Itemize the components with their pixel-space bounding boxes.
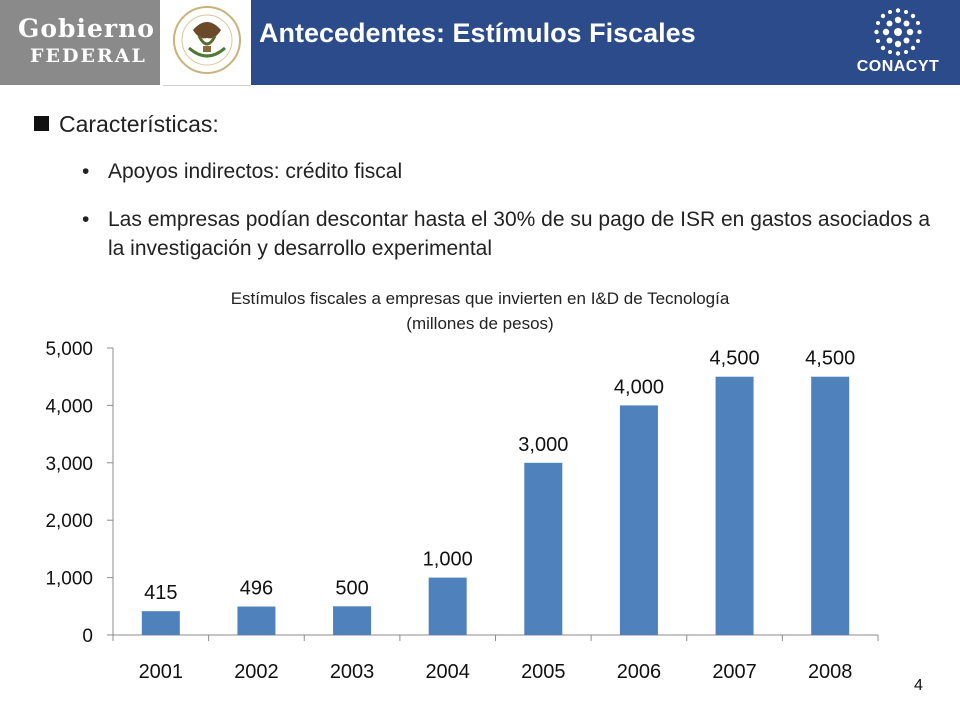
x-tick-label: 2002: [234, 661, 279, 683]
data-label: 3,000: [518, 434, 568, 456]
bullet-dot-icon: •: [82, 208, 90, 231]
y-tick-label: 5,000: [45, 339, 93, 360]
data-label: 4,000: [614, 376, 664, 398]
title-bar: Antecedentes: Estímulos Fiscales: [251, 0, 960, 85]
bar: [524, 462, 563, 635]
bar: [237, 606, 276, 635]
sub-bullet-1-text: Apoyos indirectos: crédito fiscal: [108, 160, 403, 183]
conacyt-logo: CONACYT: [848, 8, 948, 80]
header: Gobierno FEDERAL Antecedentes: Estímulos…: [0, 0, 960, 86]
data-label: 415: [144, 582, 177, 604]
x-tick-label: 2003: [330, 661, 375, 683]
x-tick-label: 2004: [425, 661, 470, 683]
eagle-seal-icon: [173, 6, 241, 74]
x-tick-label: 2008: [808, 661, 853, 683]
data-label: 1,000: [423, 549, 473, 571]
slide-title: Antecedentes: Estímulos Fiscales: [259, 18, 696, 48]
bar: [333, 606, 372, 635]
chart-title: Estímulos fiscales a empresas que invier…: [230, 289, 730, 308]
conacyt-emblem-icon: [874, 8, 922, 56]
sub-bullet-1: • Apoyos indirectos: crédito fiscal: [82, 157, 403, 186]
sub-bullet-2: • Las empresas podían descontar hasta el…: [82, 205, 930, 263]
square-bullet-icon: [34, 116, 49, 131]
x-tick-label: 2007: [712, 661, 757, 683]
bar: [428, 577, 467, 635]
y-tick-label: 4,000: [45, 396, 93, 417]
y-tick-label: 1,000: [45, 569, 93, 590]
chart-subtitle: (millones de pesos): [406, 314, 554, 333]
bar: [715, 376, 754, 635]
logo-line-1: Gobierno: [18, 14, 155, 43]
y-tick-label: 2,000: [45, 511, 93, 532]
data-label: 4,500: [805, 348, 855, 370]
data-label: 500: [335, 577, 368, 599]
data-label: 496: [240, 578, 273, 600]
logo-line-2: FEDERAL: [30, 45, 147, 67]
y-tick-label: 3,000: [45, 454, 93, 475]
bar: [619, 405, 658, 635]
x-tick-label: 2001: [139, 661, 184, 683]
national-seal-logo: [163, 0, 251, 86]
page-number: 4: [914, 677, 923, 694]
bullet-dot-icon: •: [82, 160, 90, 183]
x-tick-label: 2005: [521, 661, 566, 683]
conacyt-name: CONACYT: [856, 58, 940, 75]
main-bullet-text: Características:: [59, 111, 219, 137]
bar: [811, 376, 850, 635]
sub-bullet-2-text: Las empresas podían descontar hasta el 3…: [108, 208, 930, 260]
data-label: 4,500: [710, 348, 760, 370]
x-tick-label: 2006: [617, 661, 662, 683]
main-bullet: Características:: [34, 111, 219, 138]
y-tick-label: 0: [82, 626, 93, 647]
gobierno-federal-logo: Gobierno FEDERAL: [0, 0, 160, 85]
bar: [141, 611, 180, 635]
